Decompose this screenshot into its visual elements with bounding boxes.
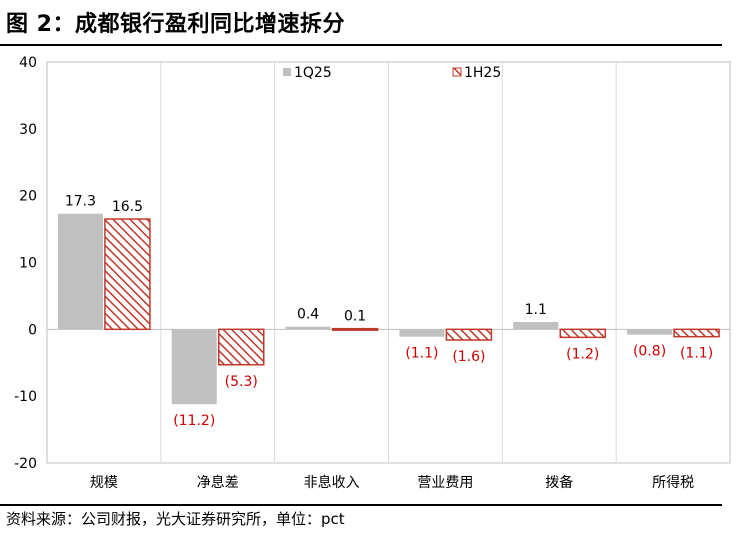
bar-1h25 [104, 218, 151, 331]
bar-1q25 [627, 329, 673, 335]
title-underline [0, 44, 722, 46]
data-label: 1.1 [525, 302, 547, 318]
bar-1q25 [57, 213, 103, 330]
legend-swatch-1h25 [452, 67, 462, 77]
source-note: 资料来源：公司财报，光大证券研究所，单位：pct [6, 510, 345, 528]
legend-swatch-1q25 [283, 68, 291, 76]
bar-chart: -20 -10 0 10 20 30 40 规模 净息差 非息收入 营业费用 拨备 所得税 17.3 (1… [14, 55, 731, 491]
bar-1q25 [285, 326, 331, 330]
data-label: (1.1) [405, 346, 438, 362]
data-label: (11.2) [173, 413, 215, 429]
y-tick-label: 20 [19, 189, 37, 205]
data-label: (1.2) [566, 346, 599, 362]
chart-axes: -20 -10 0 10 20 30 40 规模 净息差 非息收入 营业费用 拨备 所得税 [14, 55, 731, 491]
data-label: 0.1 [344, 309, 366, 325]
bar-1h25 [445, 328, 493, 341]
legend-label: 1H25 [464, 65, 501, 81]
data-label: (1.6) [452, 349, 485, 365]
chart-bars [57, 213, 720, 405]
x-tick-label: 规模 [90, 475, 118, 491]
legend-label: 1Q25 [294, 65, 332, 81]
data-label: 0.4 [297, 307, 319, 323]
y-tick-label: -20 [14, 456, 37, 472]
chart-legend: 1Q25 1H25 [283, 65, 501, 81]
y-tick-label: 40 [19, 55, 37, 71]
bar-1q25 [171, 329, 217, 405]
data-label: (1.1) [680, 346, 713, 362]
data-label: 17.3 [65, 194, 96, 210]
x-tick-label: 非息收入 [304, 474, 360, 491]
chart-data-labels: 17.3 (11.2) 0.4 (1.1) 1.1 (0.8) 16.5 (5.3) 0.1 (1… [65, 194, 713, 429]
bar-1h25 [331, 327, 379, 331]
bar-1h25 [673, 328, 720, 338]
data-label: (0.8) [633, 344, 666, 360]
x-tick-label: 拨备 [545, 474, 573, 491]
bar-1h25 [218, 328, 265, 366]
y-tick-label: 30 [19, 122, 37, 138]
y-tick-label: 0 [28, 322, 37, 338]
data-label: 16.5 [112, 199, 143, 215]
footer-rule [0, 504, 722, 506]
y-tick-label: -10 [14, 389, 37, 405]
x-tick-label: 营业费用 [417, 475, 473, 491]
chart-title: 图 2：成都银行盈利同比增速拆分 [6, 12, 345, 37]
bar-1q25 [399, 329, 445, 337]
x-tick-label: 净息差 [197, 474, 239, 491]
bar-1q25 [513, 321, 559, 330]
data-label: (5.3) [225, 374, 258, 390]
x-tick-label: 所得税 [652, 474, 694, 491]
y-tick-label: 10 [19, 256, 37, 272]
bar-1h25 [559, 328, 606, 339]
